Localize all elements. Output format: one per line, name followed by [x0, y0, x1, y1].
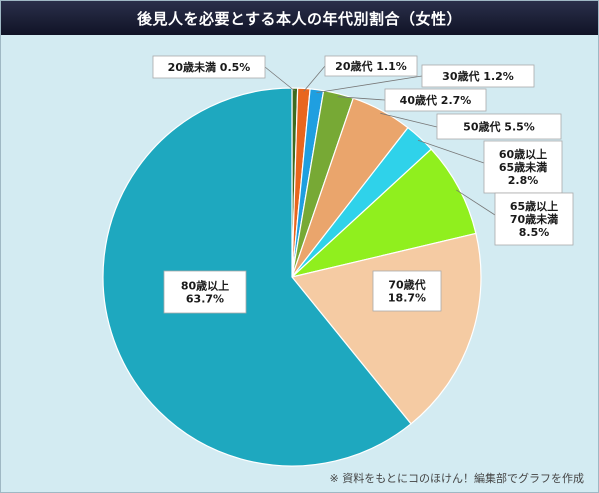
label-text: 50歳代 5.5% [463, 120, 535, 134]
label-text: 8.5% [519, 226, 550, 239]
label-box [436, 113, 562, 140]
slice-label-2: 20歳代 1.1% [324, 55, 418, 77]
label-box [483, 140, 563, 194]
label-text: 60歳以上 [499, 147, 547, 161]
leader-line-2 [303, 65, 326, 92]
label-box [152, 55, 266, 79]
leader-line-4 [337, 96, 386, 101]
slice-labels: 20歳未満 0.5% 20歳代 1.1% 30歳代 1.2% 40歳代 2.7% 50歳… [152, 55, 574, 314]
leader-line-6 [417, 139, 485, 164]
label-text: 70歳未満 [510, 212, 558, 226]
label-text: 20歳未満 0.5% [168, 60, 251, 74]
label-text: 70歳代 [388, 278, 425, 292]
label-box [494, 192, 574, 246]
leader-line-5 [380, 112, 438, 128]
pie-slice-7 [289, 148, 477, 279]
label-text: 30歳代 1.2% [442, 69, 514, 83]
label-text: 65歳未満 [499, 160, 547, 174]
label-box [384, 88, 487, 112]
leader-lines [264, 65, 496, 216]
leader-line-7 [456, 189, 496, 216]
label-text: 20歳代 1.1% [335, 59, 407, 73]
label-box [372, 270, 442, 312]
slice-label-4: 40歳代 2.7% [384, 88, 487, 112]
pie-slice-9 [102, 87, 412, 467]
label-box [421, 64, 535, 88]
chart-title: 後見人を必要とする本人の年代別割合（女性） [136, 9, 463, 28]
leader-line-1 [264, 66, 296, 92]
label-text: 65歳以上 [510, 199, 558, 213]
slice-label-5: 50歳代 5.5% [436, 113, 562, 140]
label-text: 2.8% [508, 174, 539, 187]
slice-label-3: 30歳代 1.2% [421, 64, 535, 88]
title-bar: 後見人を必要とする本人の年代別割合（女性） [1, 1, 598, 35]
label-box [163, 270, 247, 314]
label-text: 18.7% [388, 292, 426, 305]
label-box [324, 55, 418, 77]
label-text: 80歳以上 [181, 279, 229, 293]
label-text: 40歳代 2.7% [400, 93, 472, 107]
source-note: ※ 資料をもとにコのほけん！編集部でグラフを作成 [329, 472, 585, 485]
leader-line-3 [316, 75, 423, 93]
slice-label-1: 20歳未満 0.5% [152, 55, 266, 79]
label-text: 63.7% [186, 293, 224, 306]
